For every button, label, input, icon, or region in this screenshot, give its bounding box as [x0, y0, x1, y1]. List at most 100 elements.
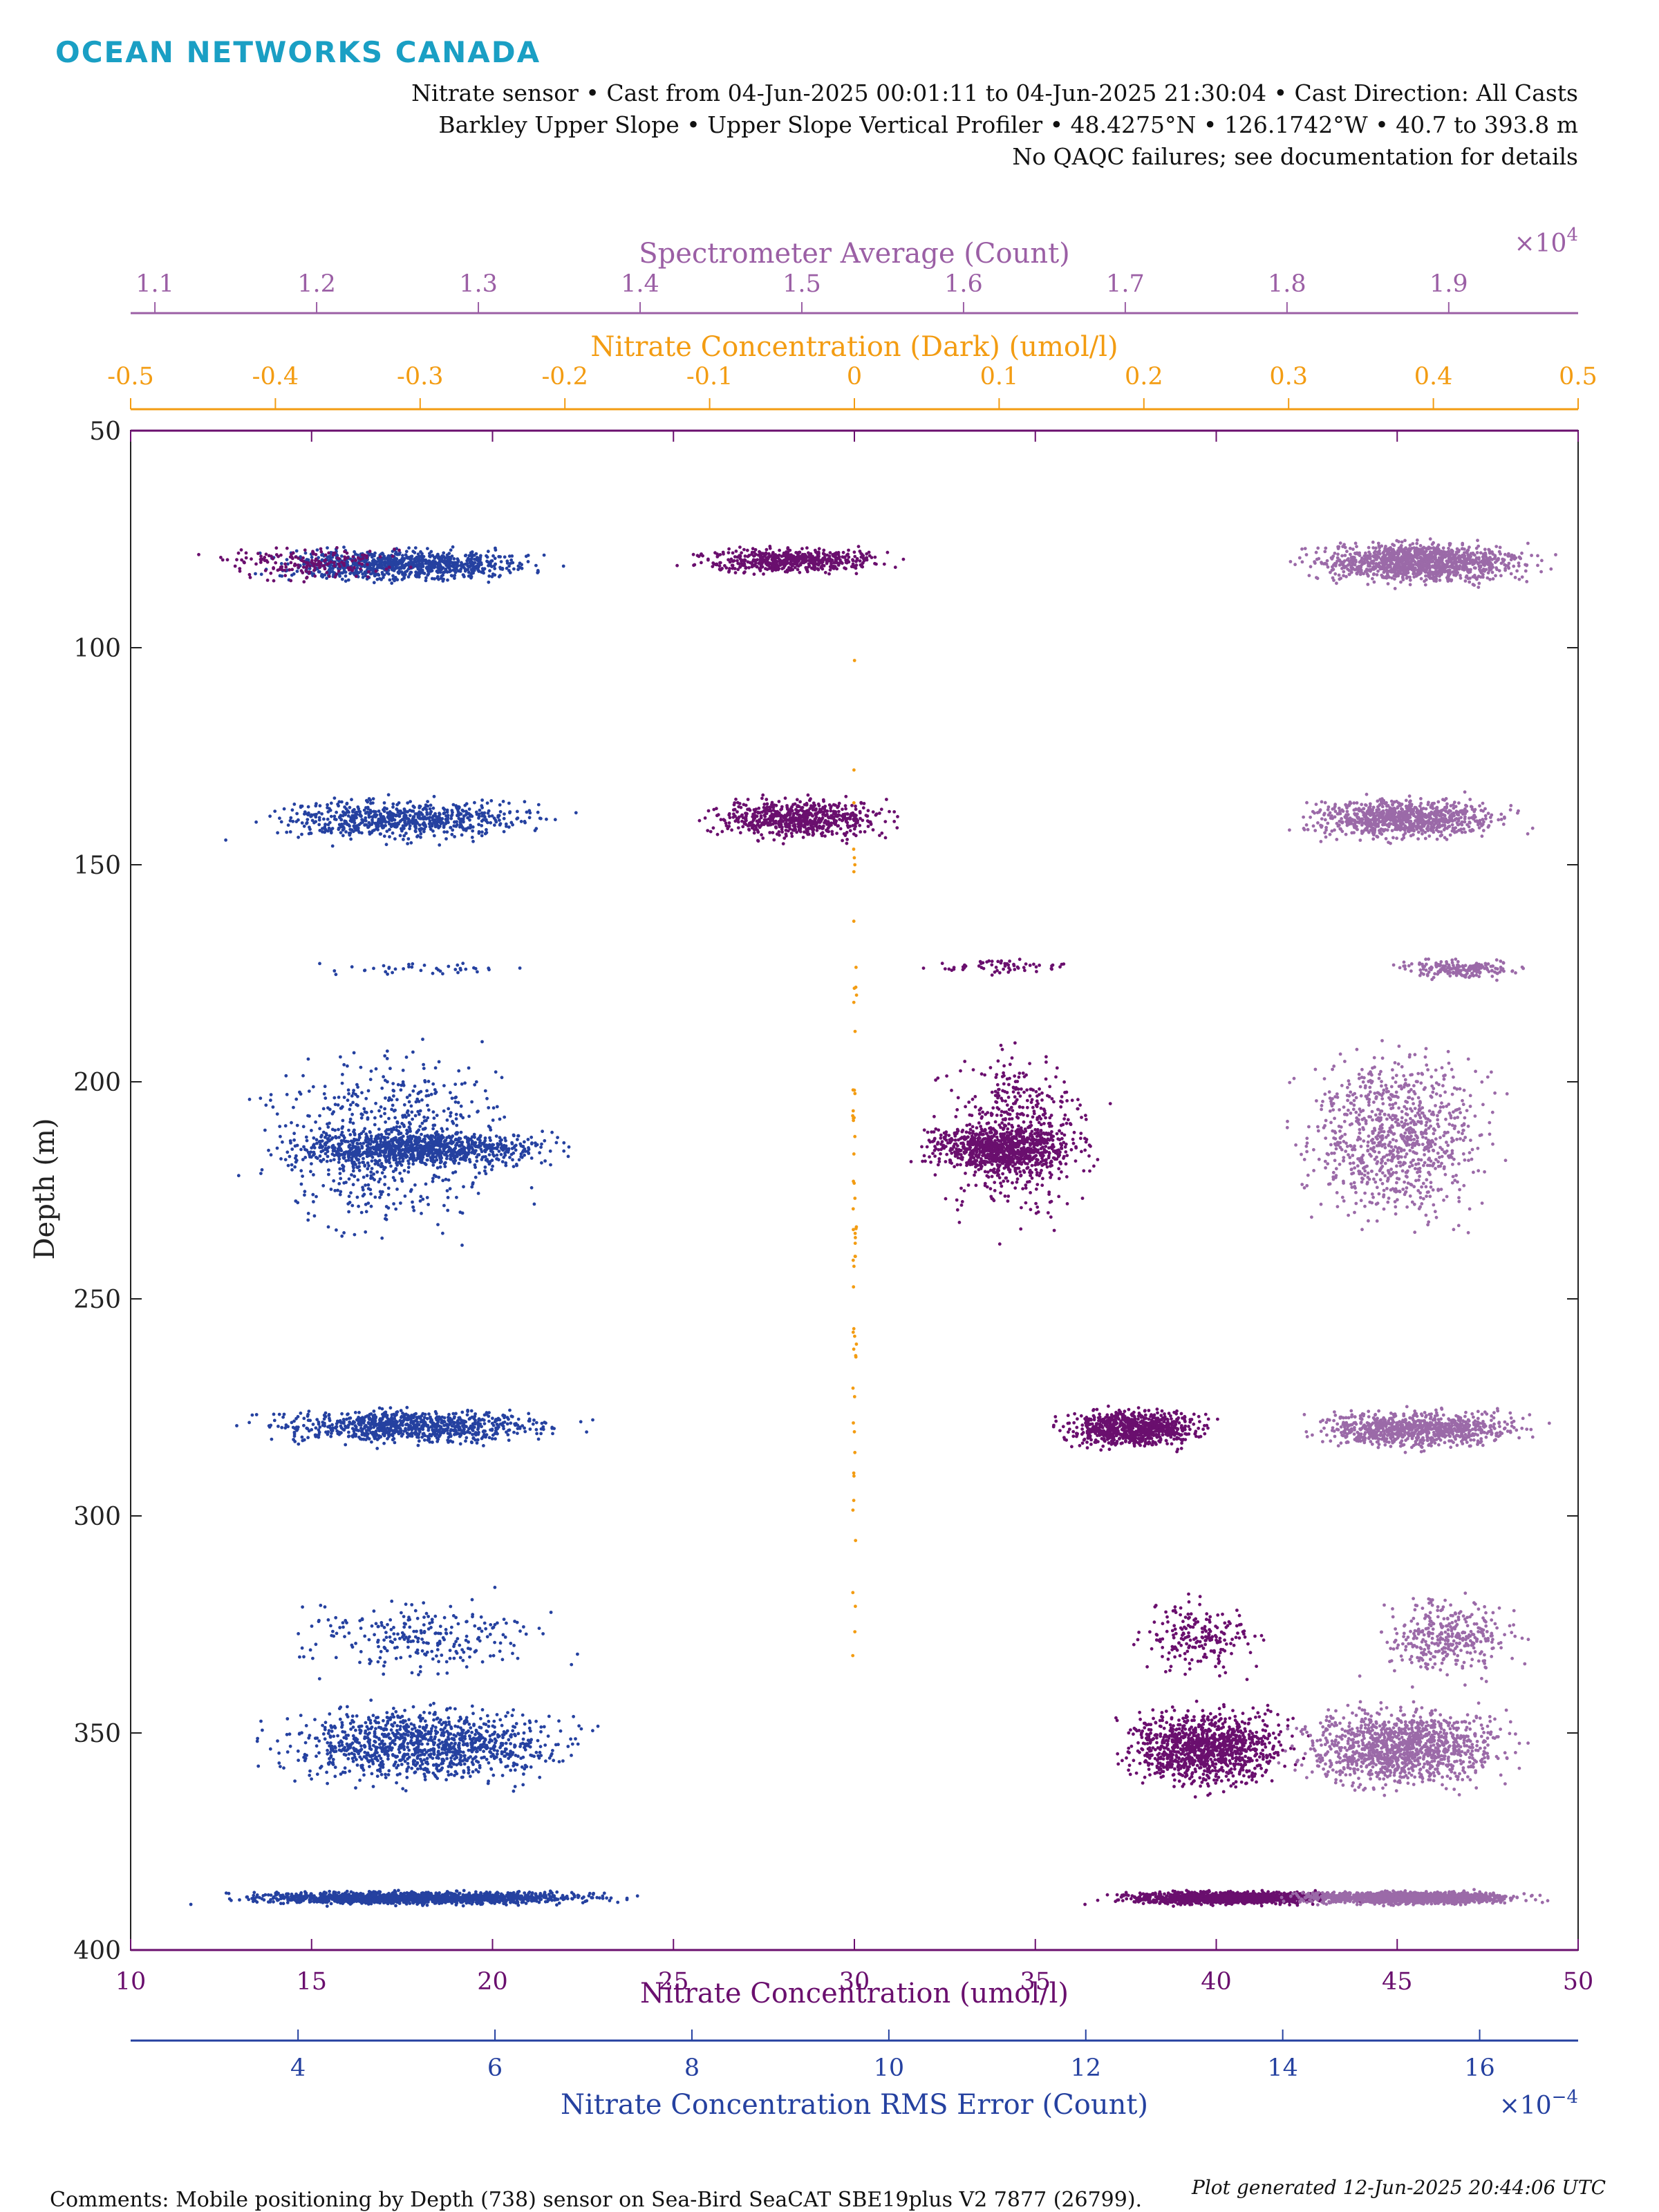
rms-data-point [324, 1721, 328, 1724]
rms-data-point [329, 1427, 332, 1430]
rms-data-point [491, 1437, 494, 1441]
rms-data-point [330, 1138, 333, 1141]
rms-data-point [298, 1656, 301, 1659]
rms-data-point [386, 1427, 389, 1430]
rms-data-point [420, 1629, 423, 1633]
rms-data-point [427, 1108, 431, 1112]
rms-data-point [433, 1116, 436, 1120]
rms-data-point [400, 812, 404, 815]
rms-data-point [489, 821, 492, 825]
rms-data-point [488, 569, 491, 572]
rms-data-point [388, 1635, 392, 1639]
rms-data-point [411, 1163, 415, 1166]
rms-data-point [326, 546, 329, 550]
rms-data-point [445, 1142, 449, 1145]
rms-data-point [523, 821, 527, 825]
rms-data-point [464, 968, 467, 971]
rms-data-point [456, 823, 459, 827]
rms-data-point [402, 827, 406, 830]
rms-data-point [360, 1146, 364, 1150]
rms-data-point [334, 1103, 337, 1106]
rms-data-point [467, 1766, 470, 1770]
rms-data-point [315, 1195, 318, 1199]
rms-data-point [366, 1167, 369, 1170]
rms-data-point [302, 1655, 306, 1658]
rms-data-point [341, 1164, 344, 1168]
rms-data-point [397, 1137, 401, 1141]
rms-data-point [426, 1417, 429, 1421]
rms-data-point [460, 1244, 464, 1247]
rms-data-point [425, 1144, 429, 1147]
rms-data-point [541, 1422, 544, 1425]
rms-data-point [543, 1743, 547, 1747]
rms-data-point [525, 1633, 528, 1636]
rms-data-point [424, 1183, 428, 1186]
rms-data-point [481, 567, 485, 570]
rms-data-point [414, 1149, 418, 1152]
rms-data-point [380, 1237, 384, 1240]
rms-data-point [529, 1765, 533, 1769]
rms-data-point [462, 1430, 466, 1433]
rms-data-point [277, 1761, 281, 1765]
rms-data-point [276, 1147, 279, 1150]
rms-data-point [364, 1230, 367, 1234]
rms-data-point [435, 1130, 439, 1134]
rms-data-point [539, 1745, 543, 1748]
rms-data-point [359, 1418, 362, 1422]
rms-data-point [460, 834, 464, 837]
rms-data-point [412, 1422, 415, 1425]
rms-data-point [254, 821, 258, 824]
rms-data-point [387, 1193, 391, 1197]
rms-data-point [498, 1136, 502, 1139]
rms-data-point [420, 1148, 423, 1152]
rms-data-point [339, 1153, 343, 1156]
rms-data-point [458, 1149, 462, 1152]
rms-data-point [369, 1422, 373, 1425]
rms-data-point [261, 1168, 264, 1172]
rms-data-point [512, 1165, 516, 1168]
rms-data-point [465, 1635, 469, 1638]
rms-data-point [394, 1427, 397, 1431]
rms-data-point [379, 1435, 382, 1438]
rms-data-point [348, 1108, 352, 1112]
rms-data-point [450, 561, 453, 564]
rms-data-point [335, 1632, 339, 1635]
rms-data-point [307, 1736, 310, 1740]
rms-data-point [499, 822, 503, 825]
rms-data-point [387, 1206, 391, 1210]
rms-data-point [460, 1082, 464, 1086]
rms-data-point [296, 1201, 299, 1204]
rms-data-point [394, 552, 397, 556]
rms-data-point [424, 1163, 428, 1166]
rms-data-point [366, 1116, 370, 1120]
rms-data-point [505, 823, 508, 826]
rms-data-point [279, 574, 282, 578]
rms-data-point [278, 1125, 281, 1128]
rms-data-point [471, 1433, 474, 1436]
rms-data-point [379, 1140, 382, 1143]
rms-data-point [398, 1157, 402, 1161]
rms-data-point [403, 1169, 406, 1172]
rms-data-point [462, 574, 465, 577]
rms-data-point [473, 801, 476, 805]
rms-data-point [444, 1631, 448, 1635]
rms-data-point [370, 1110, 373, 1114]
rms-data-point [353, 1421, 356, 1424]
rms-data-point [299, 1148, 303, 1152]
rms-data-point [409, 1655, 412, 1658]
rms-data-point [492, 1654, 496, 1658]
rms-data-point [517, 565, 521, 568]
rms-data-point [387, 793, 391, 796]
rms-data-point [379, 815, 383, 818]
rms-data-point [391, 803, 395, 806]
rms-data-point [459, 1432, 462, 1436]
rms-data-point [296, 1124, 299, 1127]
rms-data-point [356, 1763, 359, 1767]
rms-data-point [362, 1142, 366, 1145]
rms-data-point [422, 1127, 425, 1131]
rms-data-point [397, 1147, 400, 1151]
rms-data-point [429, 1736, 433, 1739]
rms-data-point [348, 1201, 352, 1204]
rms-data-point [312, 1136, 315, 1140]
rms-data-point [354, 1411, 357, 1414]
